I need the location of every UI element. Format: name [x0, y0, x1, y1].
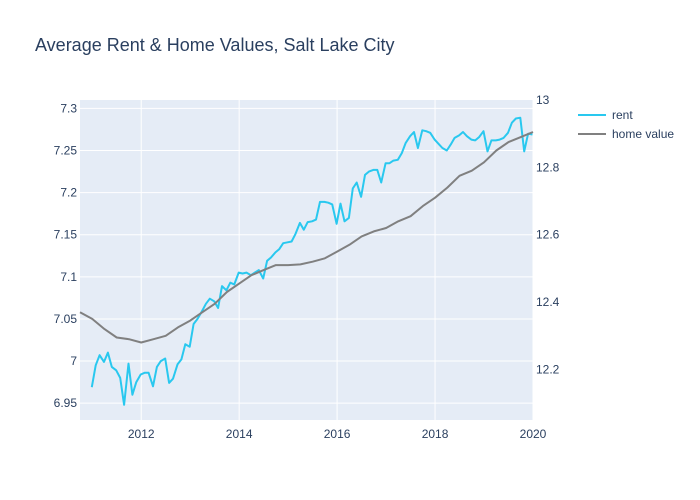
- y-tick-label: 7.3: [60, 101, 77, 115]
- y-tick-label: 7: [70, 354, 77, 368]
- y-tick-label: 7.25: [54, 144, 78, 158]
- x-tick-label: 2012: [128, 427, 155, 441]
- y-axis-left: 6.95 7 7.05 7.1 7.15 7.2 7.25 7.3: [54, 101, 78, 410]
- x-tick-label: 2014: [226, 427, 253, 441]
- y2-tick-label: 13: [536, 93, 550, 107]
- legend-label: home value: [612, 127, 674, 141]
- x-tick-label: 2018: [422, 427, 449, 441]
- y2-tick-label: 12.8: [536, 160, 560, 174]
- x-tick-label: 2016: [324, 427, 351, 441]
- y-tick-label: 7.1: [60, 270, 77, 284]
- chart-title: Average Rent & Home Values, Salt Lake Ci…: [35, 35, 395, 55]
- legend[interactable]: rent home value: [578, 108, 674, 141]
- y2-tick-label: 12.6: [536, 228, 560, 242]
- legend-item-rent[interactable]: rent: [578, 108, 633, 122]
- y-tick-label: 7.15: [54, 228, 78, 242]
- series-line-home-value[interactable]: [79, 131, 534, 344]
- series-layer: [79, 116, 534, 406]
- y-tick-label: 6.95: [54, 396, 78, 410]
- y-tick-label: 7.2: [60, 186, 77, 200]
- legend-item-home-value[interactable]: home value: [578, 127, 674, 141]
- y-axis-right: 12.2 12.4 12.6 12.8 13: [536, 93, 560, 376]
- series-line-rent[interactable]: [90, 116, 533, 406]
- y2-tick-label: 12.2: [536, 362, 560, 376]
- x-axis: 2012 2014 2016 2018 2020: [128, 427, 547, 441]
- grid: [80, 100, 534, 420]
- plot-area: [80, 100, 533, 420]
- legend-label: rent: [612, 108, 633, 122]
- y-tick-label: 7.05: [54, 312, 78, 326]
- y2-tick-label: 12.4: [536, 295, 560, 309]
- x-tick-label: 2020: [520, 427, 547, 441]
